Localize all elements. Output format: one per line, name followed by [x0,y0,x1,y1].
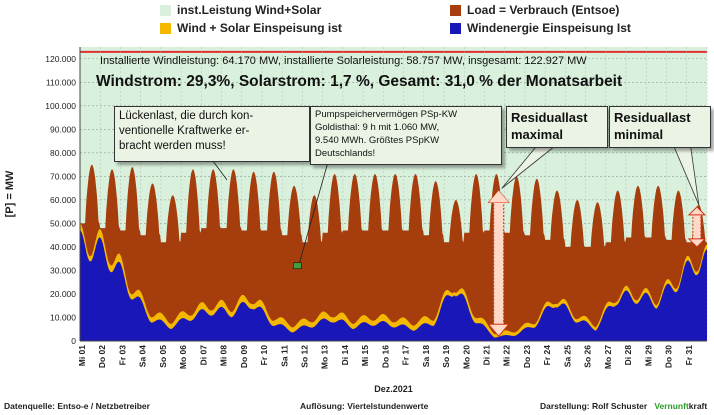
y-tick-label-8: 80.000 [50,148,76,158]
callout-pump-storage: Pumpspeichervermögen PSp-KW Goldisthal: … [310,106,502,165]
residual-max-shaft [493,199,505,327]
x-tick-label-1: Do 02 [97,345,107,368]
callout-res-max-line-2: maximal [511,127,564,142]
residual-max-arrow-down [487,323,510,338]
callout-gap-line-1: Lückenlast, die durch kon- [119,110,254,122]
legend-swatch-wind-solar [160,22,171,34]
x-tick-label-9: Fr 10 [259,345,269,366]
x-tick-label-20: Di 21 [482,345,492,366]
callout-res-max-line-1: Residuallast [511,110,588,125]
callout-gap-line-2: ventionelle Kraftwerke er- [119,125,250,137]
y-tick-label-9: 90.000 [50,124,76,134]
footer-source: Datenquelle: Entso-e / Netzbetreiber [4,401,150,411]
legend-swatch-load [450,4,461,16]
footer-brand-part1: Vernunft [654,401,689,411]
x-tick-label-8: Do 09 [239,345,249,368]
x-tick-label-23: Fr 24 [542,345,552,366]
y-tick-label-2: 20.000 [50,289,76,299]
legend-swatch-installed [160,4,171,16]
y-tick-label-12: 120.000 [45,54,76,64]
residual-min-arrow-up [687,206,707,216]
y-axis-label: [P] = MW [4,170,16,217]
callout-pump-line-1: Pumpspeichervermögen PSp-KW [315,109,458,120]
capacity-line: Installierte Windleistung: 64.170 MW, in… [100,55,587,67]
y-tick-label-10: 100.000 [45,101,76,111]
x-tick-label-26: Mo 27 [603,345,613,369]
x-tick-label-2: Fr 03 [117,345,127,366]
callout-res-min-line-1: Residuallast [614,110,691,125]
x-tick-label-25: So 26 [583,345,593,368]
legend-label-installed: inst.Leistung Wind+Solar [177,3,322,17]
x-tick-label-4: So 05 [158,345,168,368]
y-tick-label-11: 110.000 [46,77,76,87]
series-wind-area [80,230,707,341]
x-tick-label-10: Sa 11 [279,345,289,367]
x-tick-label-22: Do 23 [522,345,532,368]
residual-min-shaft [692,213,702,241]
x-tick-label-27: Di 28 [623,345,633,366]
pump-callout-leader [299,161,329,263]
y-tick-label-3: 30.000 [50,265,76,275]
x-tick-label-14: Mi 15 [360,345,370,367]
callout-pump-line-3: 9.540 MWh. Größtes PSpKW [315,135,440,146]
callout-pump-line-2: Goldisthal: 9 h mit 1.060 MW, [315,122,440,133]
callout-res-min-line-2: minimal [614,127,664,142]
x-tick-label-19: Mo 20 [461,345,471,369]
residual-max-arrow-cap [488,190,509,203]
x-tick-label-13: Di 14 [340,345,350,366]
legend-item-load: Load = Verbrauch (Entsoe) [450,3,619,17]
callout-residual-min: Residuallast minimal [609,106,711,148]
x-tick-label-18: So 19 [441,345,451,368]
y-tick-label-6: 60.000 [50,195,76,205]
x-tick-label-30: Fr 31 [684,345,694,366]
legend-item-installed: inst.Leistung Wind+Solar [160,3,321,17]
x-tick-label-15: Do 16 [380,345,390,368]
callout-gap-load: Lückenlast, die durch kon- ventionelle K… [114,106,310,162]
x-tick-label-29: Do 30 [664,345,674,368]
x-tick-label-24: Sa 25 [562,345,572,367]
x-tick-label-11: So 12 [299,345,309,368]
y-tick-label-4: 40.000 [50,242,76,252]
footer-brand-part2: kraft [688,401,708,411]
x-tick-label-3: Sa 04 [138,345,148,367]
callout-gap-line-3: bracht werden muss! [119,140,226,152]
x-tick-label-12: Mo 13 [320,345,330,369]
pump-storage-marker [293,262,302,270]
series-load-area [80,164,707,341]
legend-label-load: Load = Verbrauch (Entsoe) [467,3,620,17]
x-tick-label-5: Mo 06 [178,345,188,369]
callout-residual-max: Residuallast maximal [506,106,608,148]
x-tick-label-0: Mi 01 [77,345,87,367]
x-tick-label-6: Di 07 [198,345,208,366]
x-axis-label: Dez.2021 [374,384,413,394]
y-tick-label-7: 70.000 [50,171,76,181]
y-tick-label-5: 50.000 [50,218,76,228]
x-tick-label-7: Mi 08 [219,345,229,367]
x-tick-label-16: Fr 17 [401,345,411,366]
footer-author: Darstellung: Rolf Schuster Vernunftkraft [540,401,707,411]
legend-item-wind: Windenergie Einspeisung Ist [450,21,631,35]
legend-label-wind-solar: Wind + Solar Einspeisung ist [177,21,342,35]
legend-item-wind-solar: Wind + Solar Einspeisung ist [160,21,342,35]
legend-label-wind: Windenergie Einspeisung Ist [467,21,631,35]
y-tick-label-0: 0 [71,336,76,346]
legend-swatch-wind [450,22,461,34]
residual-min-arrow-down [687,238,707,248]
footer-resolution: Auflösung: Viertelstundenwerte [300,401,429,411]
x-tick-label-28: Mi 29 [643,345,653,367]
share-line: Windstrom: 29,3%, Solarstrom: 1,7 %, Ges… [96,73,623,90]
x-tick-label-21: Mi 22 [502,345,512,367]
callout-pump-line-4: Deutschlands! [315,148,376,159]
footer-author-label: Darstellung: Rolf Schuster [540,401,648,411]
y-tick-label-1: 10.000 [50,312,76,322]
x-tick-label-17: Sa 18 [421,345,431,367]
